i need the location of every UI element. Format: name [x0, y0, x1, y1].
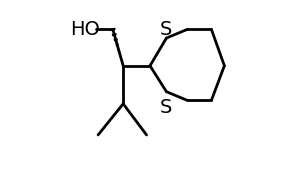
Text: S: S — [160, 98, 172, 117]
Text: HO: HO — [70, 20, 100, 39]
Text: S: S — [160, 20, 172, 39]
